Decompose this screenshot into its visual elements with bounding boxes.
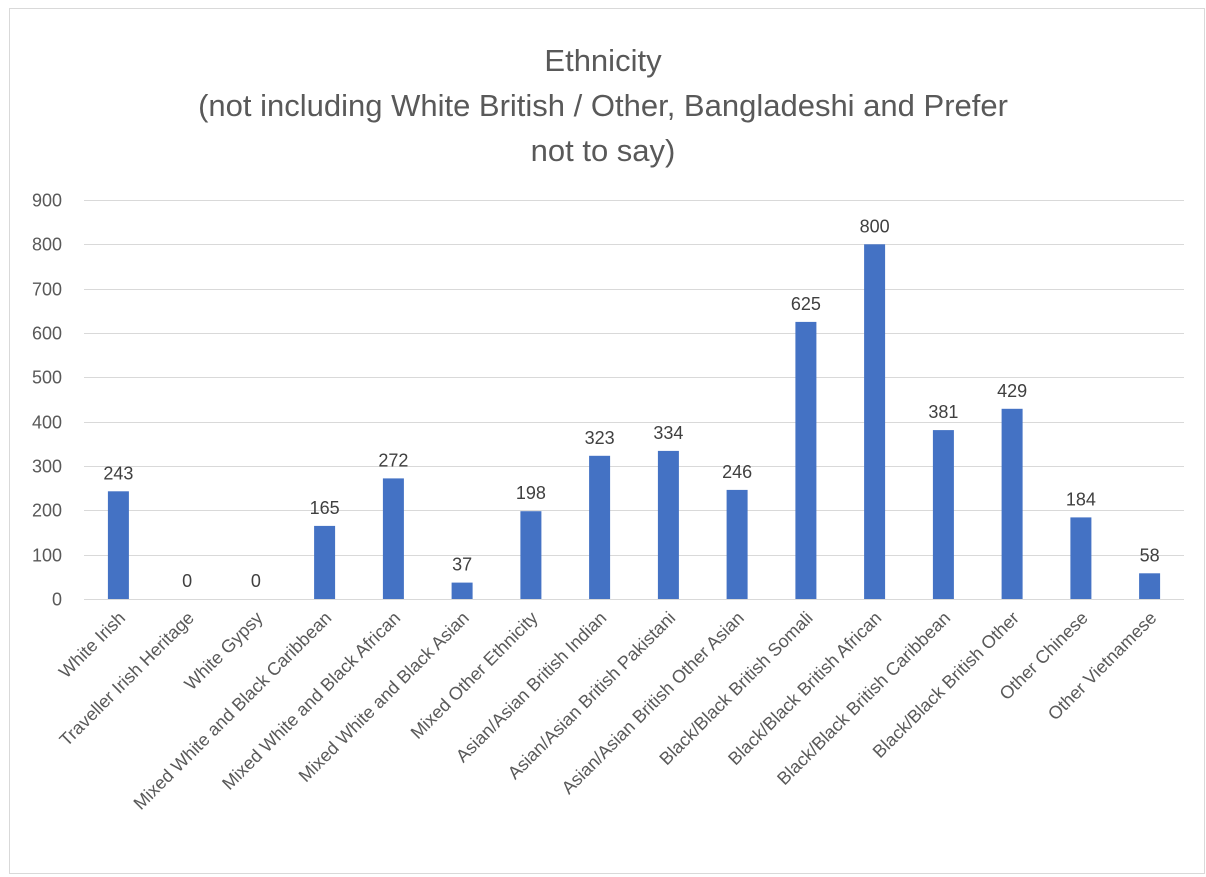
data-label: 184 bbox=[1066, 489, 1096, 509]
y-tick-label: 800 bbox=[32, 235, 62, 255]
bar bbox=[382, 478, 404, 599]
bar bbox=[520, 511, 542, 599]
data-label: 37 bbox=[452, 555, 472, 575]
x-tick-label: Mixed Other Ethnicity bbox=[407, 608, 542, 743]
y-tick-label: 200 bbox=[32, 501, 62, 521]
y-tick-label: 0 bbox=[52, 590, 62, 610]
bar bbox=[1139, 573, 1161, 599]
data-label: 429 bbox=[997, 381, 1027, 401]
y-tick-label: 300 bbox=[32, 457, 62, 477]
bar bbox=[932, 430, 954, 599]
bar bbox=[795, 321, 817, 599]
data-label: 800 bbox=[860, 216, 890, 236]
data-label: 625 bbox=[791, 294, 821, 314]
data-label: 0 bbox=[182, 571, 192, 591]
bar bbox=[107, 491, 129, 599]
bar bbox=[657, 450, 679, 599]
chart-title: Ethnicity (not including White British /… bbox=[0, 38, 1206, 173]
bar bbox=[726, 489, 748, 599]
chart-title-line-3: not to say) bbox=[530, 133, 676, 168]
data-labels: 243 0 0 165 272 37 198 323 334 246 625 800 381 429 184… bbox=[103, 216, 1159, 591]
gridlines bbox=[84, 200, 1184, 600]
bars bbox=[107, 244, 1161, 600]
data-label: 272 bbox=[378, 450, 408, 470]
bar bbox=[1070, 517, 1092, 599]
y-tick-label: 100 bbox=[32, 546, 62, 566]
data-label: 58 bbox=[1140, 545, 1160, 565]
y-tick-label: 500 bbox=[32, 368, 62, 388]
x-tick-label: Traveller Irish Heritage bbox=[56, 608, 198, 750]
chart-title-line-2: (not including White British / Other, Ba… bbox=[198, 88, 1008, 123]
data-label: 334 bbox=[653, 423, 683, 443]
chart-title-line-1: Ethnicity bbox=[544, 43, 662, 78]
bar bbox=[1001, 408, 1023, 599]
data-label: 323 bbox=[585, 428, 615, 448]
bar bbox=[589, 455, 611, 599]
bar bbox=[451, 582, 473, 599]
data-label: 243 bbox=[103, 463, 133, 483]
data-label: 246 bbox=[722, 462, 752, 482]
y-tick-label: 900 bbox=[32, 191, 62, 211]
x-tick-label: White Irish bbox=[55, 608, 129, 682]
bar bbox=[314, 525, 336, 599]
y-tick-label: 400 bbox=[32, 413, 62, 433]
bar bbox=[864, 244, 886, 600]
data-label: 165 bbox=[310, 498, 340, 518]
y-axis-tick-labels: 0 100 200 300 400 500 600 700 800 900 bbox=[32, 191, 62, 610]
data-label: 0 bbox=[251, 571, 261, 591]
y-tick-label: 600 bbox=[32, 324, 62, 344]
data-label: 198 bbox=[516, 483, 546, 503]
y-tick-label: 700 bbox=[32, 280, 62, 300]
data-label: 381 bbox=[928, 402, 958, 422]
